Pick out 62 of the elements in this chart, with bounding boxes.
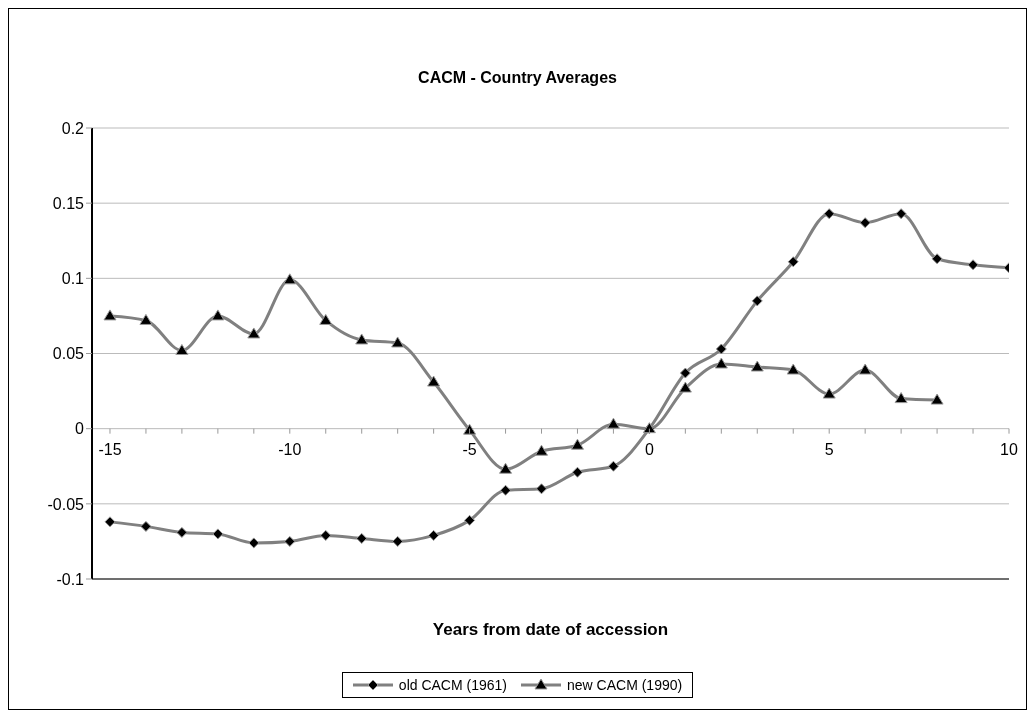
point [606, 417, 620, 429]
point [355, 333, 369, 345]
y-tick-label: 0.2 [61, 119, 85, 137]
y-tick-label: 0.1 [61, 270, 85, 288]
point [176, 526, 188, 538]
point [750, 360, 764, 372]
point [211, 309, 225, 321]
x-tick-label: 0 [644, 440, 654, 458]
point [715, 343, 727, 355]
y-tick-label: -0.1 [56, 570, 85, 588]
point [786, 363, 800, 375]
y-tick-label: 0.15 [52, 194, 85, 212]
point [536, 483, 548, 495]
x-axis-title: Years from date of accession [432, 620, 669, 639]
point [428, 529, 440, 541]
legend-label: old CACM (1961) [398, 677, 507, 693]
point [104, 516, 116, 528]
point [427, 375, 441, 387]
point [823, 208, 835, 220]
point [858, 363, 872, 375]
x-tick-label: -5 [462, 440, 477, 458]
point [464, 514, 476, 526]
point [894, 392, 908, 404]
chart-title: CACM - Country Averages [417, 69, 618, 87]
point [895, 208, 907, 220]
point [103, 309, 117, 321]
point [571, 466, 583, 478]
point [140, 520, 152, 532]
y-tick-label: 0 [75, 420, 85, 438]
point [679, 367, 691, 379]
point [356, 532, 368, 544]
point [607, 460, 619, 472]
y-tick-label: 0.05 [52, 345, 85, 363]
point [139, 313, 153, 325]
point [247, 327, 261, 339]
point [678, 381, 692, 393]
legend-label: new CACM (1990) [567, 677, 683, 693]
point [391, 336, 405, 348]
point [859, 217, 871, 229]
point [714, 357, 728, 369]
point [787, 256, 799, 268]
point [967, 259, 979, 271]
point [751, 295, 763, 307]
point [284, 535, 296, 547]
x-tick-label: -10 [278, 440, 302, 458]
point [248, 537, 260, 549]
point [319, 313, 333, 325]
x-tick-label: 10 [1000, 440, 1018, 458]
point [570, 438, 584, 450]
point [463, 423, 477, 435]
x-tick-label: -15 [98, 440, 122, 458]
point [283, 273, 297, 285]
point [320, 529, 332, 541]
point [175, 343, 189, 355]
point [535, 444, 549, 456]
point [822, 387, 836, 399]
point [499, 462, 513, 474]
x-tick-label: 5 [824, 440, 834, 458]
y-tick-label: -0.05 [47, 495, 85, 513]
point [212, 528, 224, 540]
point [930, 393, 944, 405]
point [931, 253, 943, 265]
